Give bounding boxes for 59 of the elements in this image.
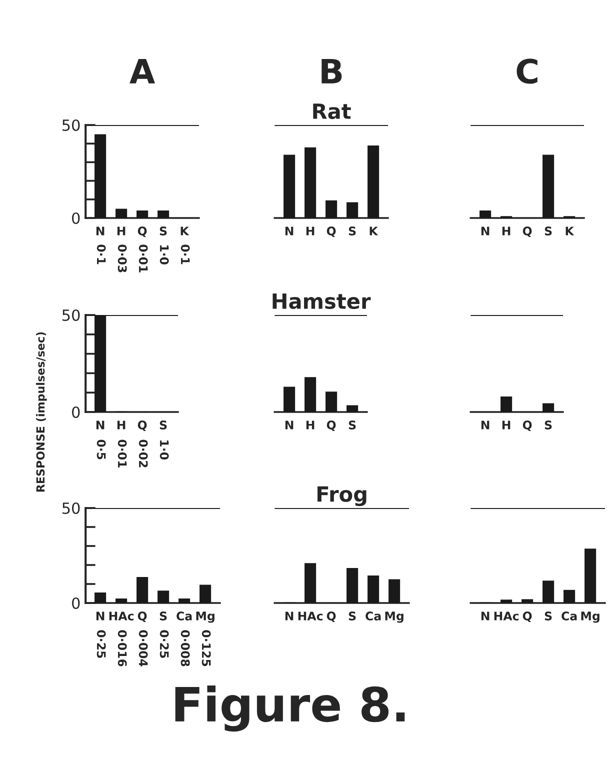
x-tick-label: S [544,612,552,620]
category-label: S 1·0 [160,226,169,264]
x-tick-label: Q [522,612,532,622]
category-label: Q 0·01 [138,226,148,272]
x-tick-label: Q [326,420,336,432]
x-tick-label: N [285,226,294,236]
y-tick-label: 0 [72,406,80,418]
x-tick-label: N [285,612,294,620]
x-tick-label: HAc [494,612,519,620]
y-tick-label: 50 [62,119,80,132]
x-tick-label: N [481,226,490,236]
category-label: N 0·5 [96,420,106,460]
chart-title: A [130,59,156,84]
x-tick-label: H [502,420,510,430]
chart-title: C [516,58,538,84]
x-tick-label: Q [326,226,336,238]
x-tick-label: Ca [366,612,381,620]
category-label: K 0·1 [180,226,190,264]
x-tick-label: H [306,420,314,430]
chart-subtitle: Rat [313,104,351,120]
x-tick-label: Mg [581,612,600,623]
x-tick-label: H [306,226,314,236]
y-axis-title: RESPONSE (impulses/sec) [36,332,47,492]
category-label: H 0·01 [117,420,127,468]
x-tick-label: HAc [298,612,323,620]
category-label: S 1·0 [160,420,169,460]
x-tick-label: Ca [562,612,577,620]
y-tick-label: 50 [62,309,80,322]
x-tick-label: K [370,226,378,236]
x-tick-label: S [348,226,356,236]
category-label: N 0·25 [96,612,106,658]
x-tick-label: Q [326,612,336,622]
x-tick-label: S [348,420,356,430]
chart-subtitle: Hamster [272,294,371,310]
chart-subtitle: Frog [318,486,366,506]
x-tick-label: N [481,420,490,430]
x-tick-label: Mg [385,612,404,623]
x-tick-label: N [481,612,490,620]
category-label: H 0·03 [117,226,127,272]
x-tick-label: Q [522,226,532,238]
category-label: S 0·25 [160,612,169,658]
caption: Figure 8. [175,686,405,732]
category-label: N 0·1 [96,226,106,264]
chart-title: B [322,59,342,84]
x-tick-label: S [348,612,356,620]
y-tick-label: 50 [62,502,80,514]
x-tick-label: Q [522,420,532,432]
x-tick-label: H [502,226,510,236]
x-tick-label: S [544,226,552,236]
category-label: HAc 0·016 [109,612,134,666]
x-tick-label: S [544,420,552,430]
x-tick-label: K [566,226,574,236]
category-label: Ca 0·008 [176,612,192,666]
y-tick-label: 0 [72,212,80,224]
category-label: Mg 0·125 [196,612,214,666]
x-tick-label: N [285,420,294,430]
category-label: Q 0·004 [138,612,148,666]
category-label: Q 0·02 [138,420,148,468]
y-tick-label: 0 [72,597,80,610]
